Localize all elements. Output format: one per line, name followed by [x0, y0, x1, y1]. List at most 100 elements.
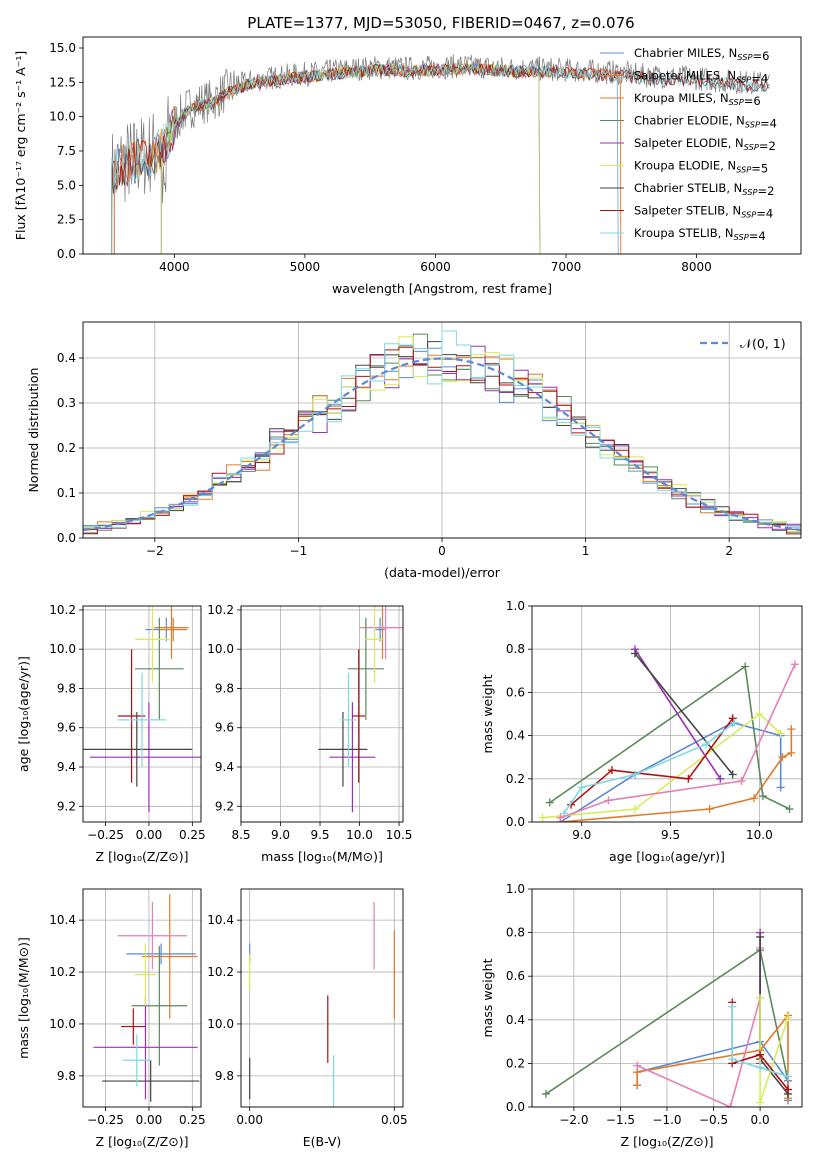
errorbar-point: [329, 702, 376, 813]
weight-vs-Z-plot-area: [541, 928, 793, 1107]
mass-weight-point-marker: [787, 748, 796, 757]
y-tick-label: 9.4: [215, 760, 234, 774]
x-tick-label: 4000: [159, 260, 190, 274]
errorbar-point: [135, 617, 184, 720]
errorbar-point: [340, 672, 357, 768]
x-tick-label: 0.25: [179, 1113, 206, 1127]
y-axis-label: age [log₁₀(age/yr)]: [16, 656, 31, 772]
x-axis-label: mass [log₁₀(M/M⊙)]: [261, 849, 383, 864]
x-tick-label: −2: [146, 544, 164, 558]
mass-weight-point-marker: [784, 1072, 793, 1081]
y-tick-label: 10.0: [207, 642, 234, 656]
mass-vs-ebv-panel: 0.00 0.05 9.8 10.0 10.2 10.4 E(B-V): [207, 888, 408, 1149]
x-tick-label: −2.0: [559, 1113, 588, 1127]
y-tick-label: 0.4: [506, 1013, 525, 1027]
y-tick-label: 10.2: [207, 965, 234, 979]
mass-weight-series-line: [570, 717, 734, 806]
x-tick-label: −1: [290, 544, 308, 558]
y-tick-label: 9.8: [215, 1069, 234, 1083]
errorbar-point: [365, 606, 385, 683]
x-axis-label: Z [log₁₀(Z/Z⊙)]: [621, 1134, 714, 1149]
mass-weight-point-marker: [750, 794, 759, 803]
legend-entry-label: Chabrier ELODIE, NSSP=4: [634, 114, 777, 131]
x-axis-label: Z [log₁₀(Z/Z⊙)]: [96, 1134, 189, 1149]
errorbar-point: [93, 995, 198, 1100]
y-axis-label: mass weight: [480, 674, 495, 753]
legend-entry-label: Chabrier MILES, NSSP=6: [634, 46, 769, 63]
errorbar-point: [102, 1060, 200, 1102]
x-axis-label: age [log₁₀(age/yr)]: [609, 849, 725, 864]
y-tick-label: 0.8: [506, 642, 525, 656]
x-tick-label: 0.00: [136, 1113, 163, 1127]
x-tick-label: 9.5: [661, 828, 680, 842]
errorbar-point: [359, 606, 403, 660]
y-tick-label: 9.4: [57, 760, 76, 774]
legend-entry-label: Kroupa MILES, NSSP=6: [634, 91, 761, 108]
x-tick-label: −0.25: [87, 1113, 124, 1127]
y-tick-label: 9.8: [57, 681, 76, 695]
y-tick-label: 0.6: [506, 969, 525, 983]
y-tick-label: 0.4: [506, 729, 525, 743]
mass-weight-point-marker: [758, 792, 767, 801]
y-tick-label: 5.0: [57, 178, 76, 192]
x-axis-label: wavelength [Angstrom, rest frame]: [332, 281, 552, 296]
spectrum-plot-area: [111, 54, 771, 254]
mass-weight-point-marker: [541, 1089, 550, 1098]
y-tick-label: 10.2: [207, 603, 234, 617]
y-tick-label: 10.4: [49, 913, 76, 927]
legend-entry-label: Kroupa ELODIE, NSSP=5: [634, 159, 768, 176]
mass-weight-point-marker: [633, 1061, 642, 1070]
mass-weight-point-marker: [728, 714, 737, 723]
mass-weight-point-marker: [631, 649, 640, 658]
mass-weight-series-line: [560, 663, 796, 819]
weight-vs-age-plot-area: [538, 645, 799, 822]
mass-weight-point-marker: [755, 710, 764, 718]
y-tick-label: 9.2: [215, 799, 234, 813]
errorbar-point: [117, 901, 188, 970]
mass-weight-point-marker: [756, 1050, 765, 1059]
mass-weight-point-marker: [728, 770, 737, 779]
mass-vs-ebv-plot-area: [249, 901, 395, 1107]
mass-weight-point-marker: [728, 1055, 737, 1064]
mass-weight-point-marker: [726, 1103, 735, 1107]
mass-weight-point-marker: [756, 932, 765, 941]
y-axis-label: Normed distribution: [26, 368, 41, 493]
y-tick-label: 10.0: [207, 1017, 234, 1031]
residuals-legend: 𝒩(0, 1): [700, 336, 786, 351]
x-axis-label: E(B-V): [303, 1134, 342, 1149]
mass-weight-point-marker: [776, 729, 785, 738]
mass-weight-point-marker: [741, 662, 750, 671]
y-axis-label: mass [log₁₀(M/M⊙)]: [16, 937, 31, 1059]
errorbar-point: [117, 649, 146, 783]
mass-weight-point-marker: [545, 798, 554, 807]
legend-entry-label: Kroupa STELIB, NSSP=4: [634, 226, 766, 243]
errorbar-point: [375, 617, 385, 642]
legend-entry-label: Salpeter MILES, NSSP=4: [634, 69, 768, 86]
mass-weight-point-marker: [538, 813, 547, 822]
mass-vs-ebv-frame: [240, 888, 404, 1108]
y-tick-label: 0.2: [506, 1056, 525, 1070]
x-tick-label: 0.25: [179, 828, 206, 842]
y-tick-label: 0.4: [57, 351, 76, 365]
y-tick-label: 15.0: [49, 41, 76, 55]
mass-vs-Z-panel: −0.25 0.00 0.25 9.8 10.0 10.2 10.4 Z [log₁₀(Z/Z…: [16, 888, 206, 1149]
x-tick-label: 10.5: [386, 828, 413, 842]
errorbar-point: [135, 606, 170, 683]
x-tick-label: 0.00: [236, 1113, 263, 1127]
age-vs-mass-plot-area: [318, 606, 403, 813]
x-tick-label: 8.5: [231, 828, 250, 842]
x-tick-label: 6000: [420, 260, 451, 274]
mass-weight-series-line: [549, 665, 790, 810]
errorbar-point: [121, 1008, 146, 1045]
errorbar-point: [347, 617, 385, 720]
mass-weight-point-marker: [756, 1098, 765, 1107]
y-tick-label: 0.0: [57, 247, 76, 261]
mass-weight-point-marker: [633, 1081, 642, 1090]
errorbar-point: [142, 894, 198, 1019]
mass-weight-point-marker: [607, 766, 616, 775]
y-tick-label: 7.5: [57, 144, 76, 158]
y-tick-label: 0.0: [57, 531, 76, 545]
y-tick-label: 10.0: [49, 110, 76, 124]
mass-weight-point-marker: [684, 774, 693, 783]
errorbar-point: [117, 672, 167, 768]
